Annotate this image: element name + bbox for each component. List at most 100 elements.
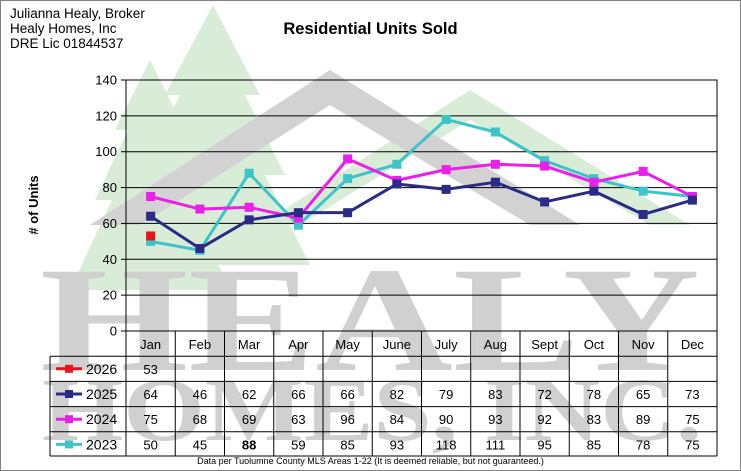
table-cell-value: 63 [291, 412, 305, 427]
table-cell-value: 64 [143, 387, 157, 402]
x-tick-label: Sept [531, 337, 558, 352]
x-tick-label: Aug [484, 337, 507, 352]
data-point-2025 [293, 208, 303, 218]
company-name: Healy Homes, Inc [10, 21, 117, 36]
data-point-2023 [490, 127, 500, 137]
data-point-2026 [146, 231, 156, 241]
x-tick-label: Mar [238, 337, 261, 352]
table-cell-value: 72 [537, 387, 551, 402]
table-cell-value: 89 [636, 412, 650, 427]
table-cell-value: 90 [439, 412, 453, 427]
plot-area [125, 79, 718, 332]
table-cell-value: 50 [143, 437, 157, 452]
table-cell-value: 88 [242, 437, 256, 452]
legend-entry: 2026 [86, 361, 117, 377]
data-point-2023 [392, 159, 402, 169]
data-point-2024 [146, 192, 156, 202]
data-point-2024 [195, 204, 205, 214]
data-point-2023 [244, 168, 254, 178]
data-point-2025 [490, 177, 500, 187]
legend-key-marker [65, 364, 73, 373]
data-point-2025 [244, 215, 254, 225]
data-point-2025 [195, 244, 205, 254]
data-point-2025 [146, 211, 156, 221]
data-point-2023 [343, 174, 353, 184]
table-cell-value: 85 [587, 437, 601, 452]
legend-key-marker [65, 390, 73, 398]
table-cell-value: 83 [587, 412, 601, 427]
y-tick-label: 80 [103, 180, 117, 195]
y-axis-label: # of Units [26, 175, 41, 234]
legend-key-marker [65, 415, 73, 424]
data-point-2025 [687, 195, 697, 205]
series-line-2024 [150, 157, 694, 220]
table-cell-value: 73 [685, 387, 699, 402]
data-point-2024 [589, 177, 599, 187]
data-point-2025 [540, 197, 550, 207]
table-cell-value: 78 [587, 387, 601, 402]
data-point-2024 [638, 166, 648, 176]
data-point-2024 [540, 161, 550, 171]
table-cell-value: 75 [685, 437, 699, 452]
gridlines [125, 79, 718, 332]
table-cell-value: 65 [636, 387, 650, 402]
y-tick-label: 120 [95, 108, 117, 123]
x-tick-label: Nov [632, 337, 656, 352]
table-cell-value: 92 [537, 412, 551, 427]
data-point-2025 [441, 184, 451, 194]
table-cell-value: 84 [390, 412, 404, 427]
table-cell-value: 82 [390, 387, 404, 402]
table-cell-value: 68 [193, 412, 207, 427]
x-tick-label: July [435, 337, 459, 352]
license-number: DRE Lic 01844537 [10, 36, 124, 51]
watermark-roof [90, 70, 580, 225]
legend-entry: 2025 [86, 386, 117, 402]
data-point-2023 [441, 114, 451, 124]
table-cell-value: 93 [488, 412, 502, 427]
x-tick-label: Apr [288, 337, 309, 352]
table-cell-value: 45 [193, 437, 207, 452]
chart-title: Residential Units Sold [283, 20, 458, 38]
series-lines [149, 117, 694, 252]
data-point-2023 [540, 156, 550, 166]
table-cell-value: 118 [436, 437, 457, 452]
table-cell-value: 66 [340, 387, 354, 402]
table-cell-value: 93 [390, 437, 404, 452]
data-point-2024 [293, 213, 303, 223]
data-point-2024 [441, 165, 451, 175]
x-tick-label: May [335, 337, 360, 352]
data-point-2024 [343, 154, 353, 164]
x-tick-label: Dec [681, 337, 705, 352]
y-tick-label: 140 [95, 73, 117, 88]
x-tick-label: June [383, 337, 411, 352]
table-cell-value: 83 [488, 387, 502, 402]
table-cell-value: 62 [242, 387, 256, 402]
legend-key-marker [65, 440, 73, 449]
table-cell-value: 95 [537, 437, 551, 452]
y-tick-label: 100 [95, 144, 117, 159]
table-cell-value: 53 [143, 362, 157, 377]
y-axis-ticks: 0 20 40 60 80 100 120 140 [95, 73, 126, 339]
table-cell-value: 69 [242, 412, 256, 427]
data-point-2023 [146, 236, 156, 246]
table-cell-value: 79 [439, 387, 453, 402]
table-cell-value: 96 [340, 412, 354, 427]
y-tick-label: 20 [103, 288, 117, 303]
table-cell-value: 66 [291, 387, 305, 402]
x-tick-label: Oct [584, 337, 605, 352]
y-tick-label: 0 [110, 324, 117, 339]
data-point-2025 [392, 179, 402, 189]
data-table: Jan Feb Mar Apr May June July Aug Sept Oct Nov Dec 2… [49, 331, 718, 457]
data-point-2025 [343, 208, 353, 218]
y-tick-label: 60 [103, 216, 117, 231]
y-tick-label: 40 [103, 252, 117, 267]
data-point-2023 [293, 220, 303, 230]
data-point-2024 [490, 159, 500, 169]
broker-name: Julianna Healy, Broker [10, 6, 145, 21]
data-point-2024 [244, 202, 254, 212]
series-line-2025 [149, 180, 693, 251]
legend-entry: 2023 [86, 436, 117, 452]
table-cell-value: 59 [291, 437, 305, 452]
table-cell-value: 78 [636, 437, 650, 452]
